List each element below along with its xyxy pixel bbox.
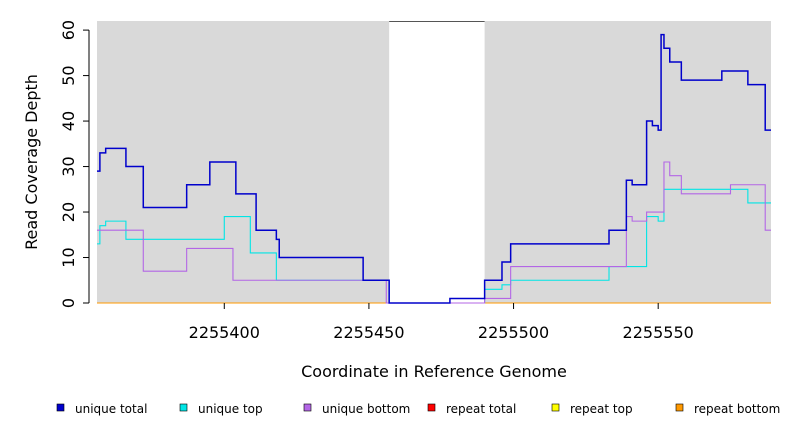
series-line-unique-total (97, 33, 771, 304)
legend-label: repeat top (570, 402, 633, 416)
axes: 0 10 20 30 40 50 60 2255400 2255450 2255500 225555… (59, 20, 694, 342)
legend-item: unique top (179, 402, 263, 416)
y-tick-label: 30 (59, 156, 78, 176)
gap-region (389, 21, 485, 303)
x-tick-label: 2255450 (333, 323, 404, 342)
x-tick-label: 2255500 (478, 323, 549, 342)
legend-swatch (303, 403, 312, 412)
y-tick-label: 0 (59, 298, 78, 308)
legend-label: unique top (198, 402, 263, 416)
legend-item: unique total (56, 402, 147, 416)
legend-swatch (675, 403, 684, 412)
legend-swatch (427, 403, 436, 412)
y-tick-label: 20 (59, 202, 78, 222)
y-axis-title: Read Coverage Depth (22, 74, 41, 250)
legend-swatch (179, 403, 188, 412)
legend-label: unique total (75, 402, 147, 416)
x-axis-title: Coordinate in Reference Genome (301, 362, 567, 381)
legend-swatch (56, 403, 65, 412)
legend: unique total unique top unique bottom repea… (56, 402, 780, 416)
legend-label: repeat bottom (694, 402, 780, 416)
legend-item: unique bottom (303, 402, 410, 416)
y-tick-label: 10 (59, 247, 78, 267)
legend-item: repeat total (427, 402, 516, 416)
y-tick-label: 40 (59, 111, 78, 131)
legend-label: unique bottom (322, 402, 410, 416)
legend-label: repeat total (446, 402, 516, 416)
legend-swatch (551, 403, 560, 412)
legend-item: repeat top (551, 402, 633, 416)
legend-item: repeat bottom (675, 402, 780, 416)
x-tick-label: 2255550 (623, 323, 694, 342)
x-tick-label: 2255400 (189, 323, 260, 342)
series-line-unique-bottom (97, 161, 771, 304)
y-tick-label: 50 (59, 65, 78, 85)
y-tick-label: 60 (59, 20, 78, 40)
